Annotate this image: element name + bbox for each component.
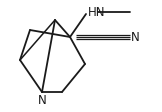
Text: HN: HN xyxy=(88,5,105,18)
Text: N: N xyxy=(131,30,140,43)
Text: N: N xyxy=(38,94,46,107)
